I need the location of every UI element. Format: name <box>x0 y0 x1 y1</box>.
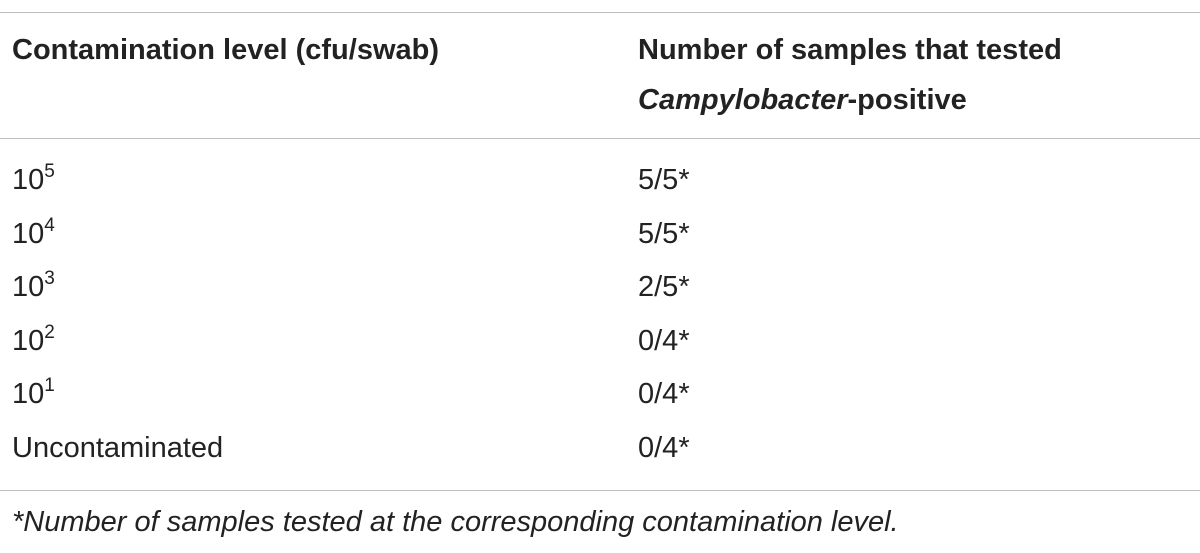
body-cell: 101 <box>12 375 55 415</box>
italic-term: Campylobacter <box>638 84 848 116</box>
body-cell: 102 <box>12 321 55 362</box>
header-cell: Number of samples that tested <box>638 34 1062 66</box>
exponent: 2 <box>44 321 55 343</box>
footnote-text: Number of samples tested at the correspo… <box>23 506 899 538</box>
bottom-rule <box>0 490 1200 491</box>
exponent: 3 <box>44 268 55 289</box>
base: 10 <box>12 378 45 410</box>
body-cell: 5/5* <box>638 164 690 196</box>
base: 10 <box>12 217 45 250</box>
exponent: 5 <box>44 161 55 182</box>
base: 10 <box>12 324 45 357</box>
top-rule <box>0 12 1200 13</box>
base: 10 <box>12 164 45 196</box>
footnote-mark: * <box>12 506 24 538</box>
header-cell: Contamination level (cfu/swab) <box>12 34 439 66</box>
header-cell: Campylobacter-positive <box>638 83 967 117</box>
header-rule <box>0 138 1200 139</box>
header-text: -positive <box>847 84 967 116</box>
exponent: 4 <box>44 214 55 236</box>
body-cell: 0/4* <box>638 324 690 357</box>
exponent: 1 <box>44 375 55 396</box>
body-cell: 0/4* <box>638 378 690 410</box>
body-cell: 105 <box>12 161 55 201</box>
footnote: *Number of samples tested at the corresp… <box>12 505 899 539</box>
body-cell: 5/5* <box>638 217 690 250</box>
body-cell: 103 <box>12 268 55 308</box>
body-cell: 104 <box>12 214 55 255</box>
body-cell: 0/4* <box>638 431 690 464</box>
body-cell: 2/5* <box>638 271 690 303</box>
body-cell: Uncontaminated <box>12 431 224 464</box>
base: 10 <box>12 271 45 303</box>
